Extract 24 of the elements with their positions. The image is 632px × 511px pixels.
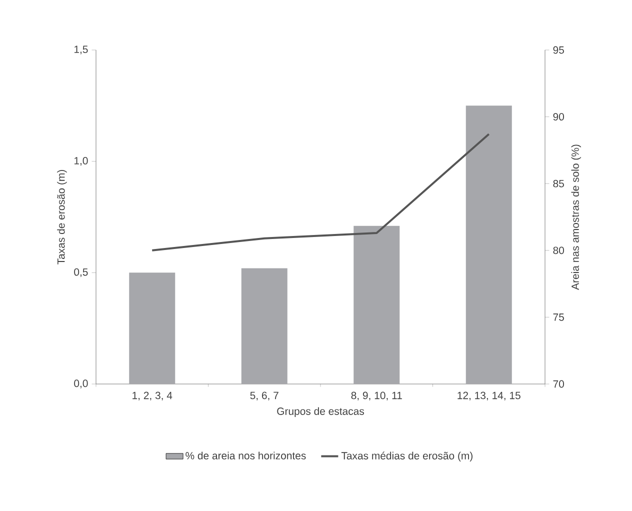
- y-tick-label: 0,5: [74, 268, 88, 277]
- y2-axis-title: Areia nas amostras de solo (%): [571, 144, 582, 290]
- bar: [241, 268, 288, 384]
- y2-tick-label: 75: [553, 314, 564, 321]
- bar: [354, 226, 400, 384]
- y-tick-label: 1,5: [74, 46, 88, 54]
- y2-tick-label: 90: [553, 113, 564, 121]
- legend-label: % de areia nos horizontes: [186, 452, 306, 460]
- y2-tick-label: 85: [553, 180, 564, 188]
- x-tick-label: 5, 6, 7: [250, 392, 278, 400]
- y-tick-label: 1,0: [74, 157, 88, 166]
- x-axis-title: Grupos de estacas: [277, 407, 364, 418]
- bar: [129, 272, 176, 384]
- line-series: [151, 133, 490, 252]
- x-tick-label: 1, 2, 3, 4: [132, 392, 172, 400]
- x-tick-label: 12, 13, 14, 15: [458, 392, 520, 400]
- x-tick-label: 8, 9, 10, 11: [351, 392, 402, 400]
- y-axis-title: Taxas de erosão (m): [57, 170, 67, 264]
- y-tick-label: 0,0: [74, 380, 88, 388]
- y2-tick-label: 80: [553, 246, 564, 254]
- y2-tick-label: 70: [553, 380, 564, 388]
- bar: [466, 106, 512, 384]
- legend-label: Taxas médias de erosão (m): [341, 452, 472, 462]
- y2-tick-label: 95: [553, 46, 564, 54]
